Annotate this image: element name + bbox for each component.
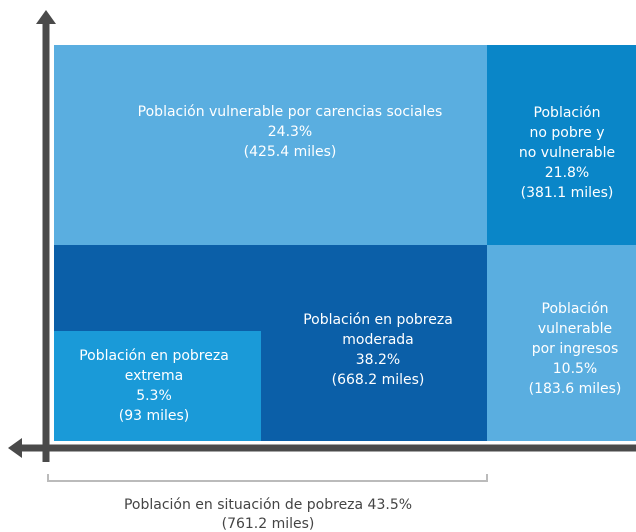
region-label: por ingresos [532, 341, 619, 357]
region-label: (668.2 miles) [332, 372, 425, 388]
region-label: Población en pobreza [303, 312, 453, 328]
region-label: extrema [125, 368, 183, 384]
region-label: 24.3% [268, 124, 312, 140]
region-label: 21.8% [545, 165, 589, 181]
region-label: (183.6 miles) [529, 381, 622, 397]
region-label: Población en pobreza [79, 348, 229, 364]
caption: Población en situación de pobreza 43.5% [124, 497, 412, 513]
region-label: no pobre y [529, 125, 604, 141]
region-label: vulnerable [538, 321, 612, 337]
bracket [47, 474, 488, 482]
region-label: 5.3% [136, 388, 172, 404]
region-label: no vulnerable [519, 145, 615, 161]
region-no-pobre [487, 45, 636, 245]
region-label: 38.2% [356, 352, 400, 368]
region-label: Población [542, 301, 609, 317]
region-pobreza-extrema [54, 331, 261, 441]
region-label: (425.4 miles) [244, 144, 337, 160]
caption: (761.2 miles) [222, 516, 315, 532]
region-label: Población vulnerable por carencias socia… [138, 104, 443, 120]
region-label: (93 miles) [119, 408, 190, 424]
x-arrow [8, 438, 22, 458]
region-label: 10.5% [553, 361, 597, 377]
region-vulnerable-ingresos [487, 245, 636, 441]
region-vulnerable-carencias [54, 45, 487, 245]
region-label: (381.1 miles) [521, 185, 614, 201]
labels: Población vulnerable por carencias socia… [79, 104, 621, 532]
region-label: Población [534, 105, 601, 121]
region-label: moderada [342, 332, 414, 348]
y-arrow [36, 10, 56, 24]
